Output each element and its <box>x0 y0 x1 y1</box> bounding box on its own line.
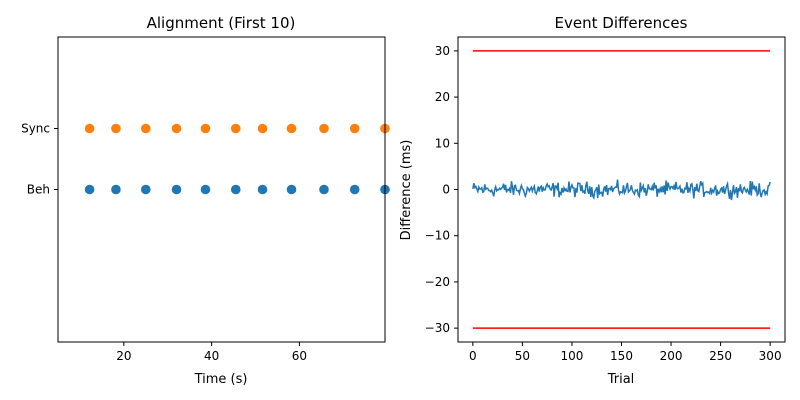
alignment-point-0-8 <box>319 184 329 195</box>
alignment-point-0-1 <box>111 184 121 195</box>
alignment-point-1-8 <box>319 123 329 134</box>
alignment-point-0-3 <box>171 184 182 195</box>
differences-xtick-label: 300 <box>759 349 782 363</box>
differences-xtick-label: 250 <box>709 349 732 363</box>
differences-ytick-label: 10 <box>435 136 450 150</box>
alignment-xtick-label: 40 <box>204 349 219 363</box>
differences-ytick-label: 20 <box>435 90 450 104</box>
alignment-point-0-7 <box>286 184 297 195</box>
alignment-point-1-6 <box>257 123 268 134</box>
difference-line <box>472 179 771 201</box>
alignment-point-0-9 <box>349 184 360 195</box>
alignment-chart-xlabel: Time (s) <box>194 372 248 387</box>
alignment-point-1-5 <box>230 123 241 134</box>
alignment-chart-marks <box>84 123 390 195</box>
differences-chart-xlabel: Trial <box>607 372 635 387</box>
differences-ytick-label: −20 <box>425 275 450 289</box>
alignment-point-0-6 <box>257 184 268 195</box>
alignment-point-1-4 <box>200 123 211 134</box>
differences-xtick-label: 0 <box>469 349 477 363</box>
alignment-xtick-label: 60 <box>292 349 307 363</box>
differences-ytick-label: −30 <box>425 321 450 335</box>
alignment-point-1-7 <box>286 123 297 134</box>
alignment-chart-frame <box>57 36 386 343</box>
differences-xtick-label: 100 <box>561 349 584 363</box>
alignment-point-1-3 <box>171 123 182 134</box>
alignment-ytick-label: Sync <box>21 122 50 136</box>
differences-xtick-label: 200 <box>660 349 683 363</box>
differences-chart: Event Differences 0 50 100 150 200 250 3003020… <box>399 14 786 387</box>
alignment-chart-ticks: 20 40 60 Beh Sync <box>21 122 307 364</box>
differences-xtick-label: 150 <box>610 349 633 363</box>
alignment-point-1-2 <box>140 123 151 134</box>
differences-chart-ylabel: Difference (ms) <box>399 140 414 241</box>
differences-ytick-label: 0 <box>442 183 450 197</box>
alignment-chart-title: Alignment (First 10) <box>147 14 296 32</box>
alignment-point-0-5 <box>230 184 241 195</box>
differences-ytick-label: 30 <box>435 44 450 58</box>
differences-ytick-label: −10 <box>425 229 450 243</box>
alignment-point-1-9 <box>349 123 360 134</box>
alignment-ytick-label: Beh <box>27 183 50 197</box>
alignment-point-0-0 <box>84 184 95 195</box>
alignment-chart: Alignment (First 10) 20 40 60 Beh Sync Time … <box>21 14 390 387</box>
alignment-point-1-0 <box>84 123 95 134</box>
alignment-point-0-4 <box>200 184 211 195</box>
alignment-point-0-2 <box>140 184 151 195</box>
differences-chart-title: Event Differences <box>555 14 688 32</box>
alignment-point-1-1 <box>111 123 121 134</box>
differences-chart-marks <box>472 50 771 329</box>
differences-xtick-label: 50 <box>515 349 530 363</box>
alignment-xtick-label: 20 <box>116 349 131 363</box>
